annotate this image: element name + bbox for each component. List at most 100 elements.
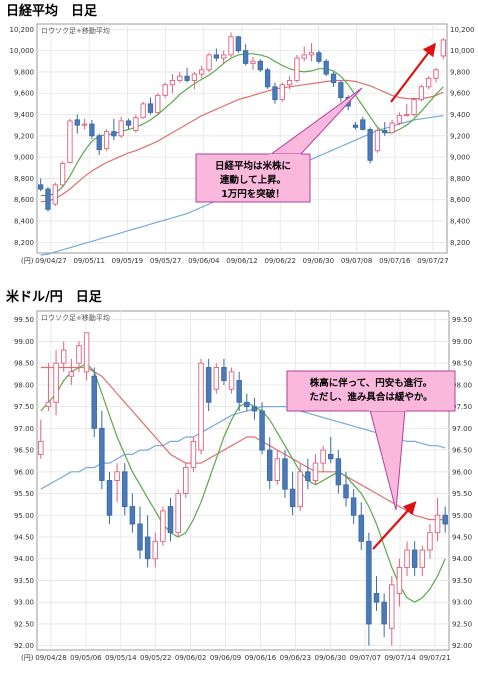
usdjpy-candle-body [76, 345, 82, 364]
nikkei-candle-body [169, 80, 176, 86]
usdjpy-candle-body [144, 536, 151, 560]
usdjpy-candle-body [266, 449, 273, 481]
nikkei-xtick: 09/05/11 [73, 257, 104, 265]
nikkei-ytick-left: 9,200 [14, 132, 34, 140]
nikkei-candle-body [411, 99, 417, 115]
usdjpy-xtick: 09/06/23 [280, 654, 311, 662]
nikkei-candle-body [162, 84, 168, 96]
nikkei-ytick-right: 8,400 [450, 218, 470, 226]
nikkei-candle-body [184, 75, 190, 81]
usdjpy-ytick-left: 97.00 [14, 425, 34, 433]
nikkei-ytick-left: 9,400 [14, 111, 34, 119]
usdjpy-candle-body [99, 427, 105, 481]
usdjpy-ytick-right: 97.00 [452, 425, 472, 433]
usdjpy-ytick-left: 93.00 [14, 599, 34, 607]
usdjpy-candle-body [122, 471, 128, 508]
nikkei-candle-body [228, 36, 234, 56]
nikkei-candle-body [89, 123, 95, 137]
usdjpy-candle-body [114, 471, 120, 481]
nikkei-callout-text: 1万円を突破！ [221, 188, 285, 200]
nikkei-callout-box [195, 153, 311, 203]
nikkei-candle-body [338, 82, 344, 98]
usdjpy-callout-box [286, 370, 456, 412]
usdjpy-xunit-label: (円) [21, 654, 34, 662]
nikkei-candle-body [308, 52, 315, 56]
nikkei-candle-body [250, 60, 256, 64]
usdjpy-candle-body [129, 506, 136, 525]
nikkei-xtick: 09/06/12 [226, 257, 257, 265]
nikkei-candle-body [257, 60, 263, 71]
nikkei-candle-body [118, 120, 124, 137]
nikkei-chart: 8,200 8,200 8,400 8,400 8,600 8,600 8,800 8,800… [10, 23, 475, 265]
usdjpy-candle-body [366, 540, 372, 625]
nikkei-xtick: 09/07/27 [417, 257, 448, 265]
usdjpy-ytick-left: 98.00 [14, 381, 34, 389]
usdjpy-candle-body [137, 523, 143, 551]
usdjpy-ytick-right: 94.00 [452, 555, 472, 563]
nikkei-candle-body [440, 39, 446, 57]
usdjpy-candle-body [244, 401, 250, 408]
nikkei-legend: ロウソク足+移動平均 [41, 26, 110, 35]
usdjpy-xtick: 09/07/21 [419, 654, 450, 662]
usdjpy-candle-body [312, 462, 319, 481]
nikkei-ytick-left: 8,600 [14, 196, 34, 204]
nikkei-candle-body [374, 130, 381, 152]
nikkei-xunit-label: (円) [21, 257, 34, 265]
usdjpy-ytick-right: 93.50 [452, 577, 472, 585]
usdjpy-ytick-right: 96.50 [452, 447, 472, 455]
nikkei-candle-body [52, 184, 58, 205]
nikkei-ytick-left: 8,800 [14, 175, 34, 183]
nikkei-candle-body [206, 54, 212, 71]
nikkei-candle-body [323, 60, 329, 75]
nikkei-candle-body [404, 114, 410, 117]
usdjpy-legend: ロウソク足+移動平均 [41, 313, 110, 322]
usdjpy-ytick-right: 99.50 [452, 316, 472, 324]
nikkei-ytick-right: 10,200 [450, 26, 475, 34]
usdjpy-ytick-left: 98.50 [14, 360, 34, 368]
nikkei-candle-body [213, 54, 220, 59]
usdjpy-candle-body [236, 380, 242, 403]
nikkei-candle-body [272, 86, 278, 101]
usdjpy-ytick-left: 95.00 [14, 512, 34, 520]
usdjpy-candle-body [175, 493, 181, 534]
nikkei-candle-body [221, 54, 227, 59]
usdjpy-candle-body [434, 514, 441, 534]
nikkei-candle-body [191, 73, 198, 81]
nikkei-ytick-right: 8,600 [450, 196, 470, 204]
usdjpy-xtick: 09/06/09 [210, 654, 241, 662]
usdjpy-candle-body [83, 332, 90, 373]
nikkei-ytick-left: 9,800 [14, 68, 34, 76]
usdjpy-plot-area [36, 310, 450, 651]
nikkei-candle-body [426, 77, 432, 88]
usdjpy-candle-body [53, 362, 59, 403]
usdjpy-candle-body [358, 514, 364, 542]
nikkei-trend-arrow [390, 42, 436, 103]
usdjpy-ma-short-line [40, 362, 446, 603]
nikkei-candle-body [59, 163, 66, 186]
nikkei-candle-body [382, 130, 388, 134]
usdjpy-candle-body [38, 440, 44, 455]
usdjpy-ytick-right: 93.00 [452, 599, 472, 607]
usdjpy-xtick: 09/07/07 [349, 654, 380, 662]
usdjpy-candle-body [427, 532, 433, 551]
nikkei-candle-body [330, 73, 337, 84]
usdjpy-ytick-right: 94.50 [452, 534, 472, 542]
usdjpy-trend-arrow [372, 501, 417, 550]
usdjpy-ytick-left: 96.00 [14, 468, 34, 476]
usdjpy-candle-body [228, 371, 235, 390]
nikkei-ma-mid-line [40, 79, 444, 203]
nikkei-candle-body [264, 69, 271, 88]
usdjpy-xtick: 09/07/14 [384, 654, 416, 662]
nikkei-ytick-left: 8,400 [14, 218, 34, 226]
usdjpy-candle-body [274, 458, 281, 481]
usdjpy-ytick-right: 98.50 [452, 360, 472, 368]
usdjpy-candle-body [68, 371, 75, 377]
nikkei-ytick-left: 8,200 [14, 239, 34, 247]
usdjpy-candle-body [297, 471, 303, 508]
usdjpy-candle-body [152, 540, 158, 560]
nikkei-candle-body [38, 184, 44, 190]
nikkei-candle-body [389, 122, 395, 134]
usdjpy-xtick: 09/06/02 [175, 654, 206, 662]
usdjpy-ytick-left: 96.50 [14, 447, 34, 455]
usdjpy-ytick-right: 95.50 [452, 490, 472, 498]
